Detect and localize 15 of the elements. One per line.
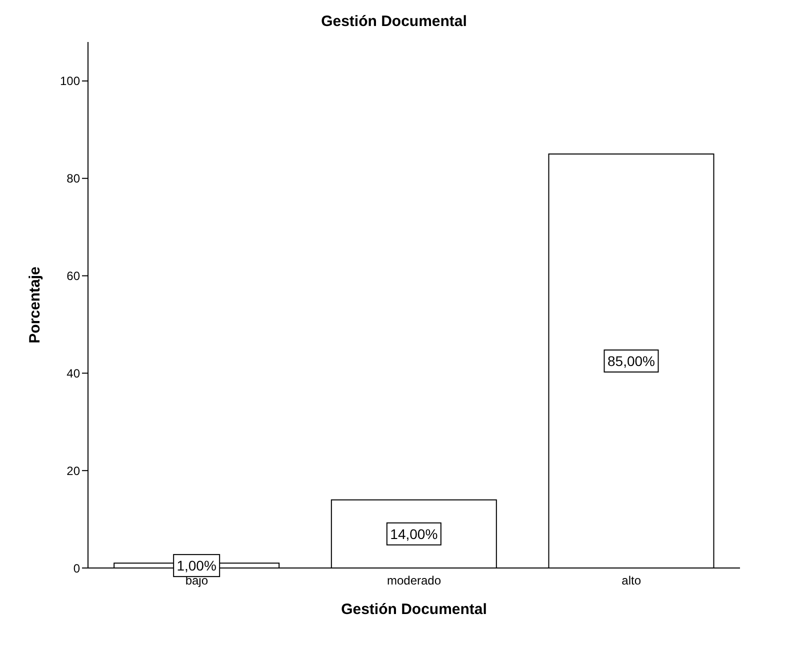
y-tick-label: 0 (73, 561, 80, 576)
y-tick-label: 20 (66, 464, 80, 478)
data-label: 14,00% (390, 526, 438, 542)
x-tick-label: bajo (185, 574, 208, 588)
chart-title: Gestión Documental (321, 13, 467, 30)
data-label: 1,00% (176, 558, 216, 574)
y-tick-label: 40 (66, 366, 80, 380)
x-axis-title: Gestión Documental (341, 601, 487, 618)
y-tick-label: 100 (60, 74, 80, 88)
data-label: 85,00% (608, 353, 655, 370)
x-tick-label: moderado (386, 574, 442, 588)
y-axis-title: Porcentaje (26, 266, 44, 344)
x-tick-label: alto (622, 574, 642, 588)
y-tick-label: 80 (66, 172, 80, 186)
y-tick-label: 60 (66, 269, 80, 284)
